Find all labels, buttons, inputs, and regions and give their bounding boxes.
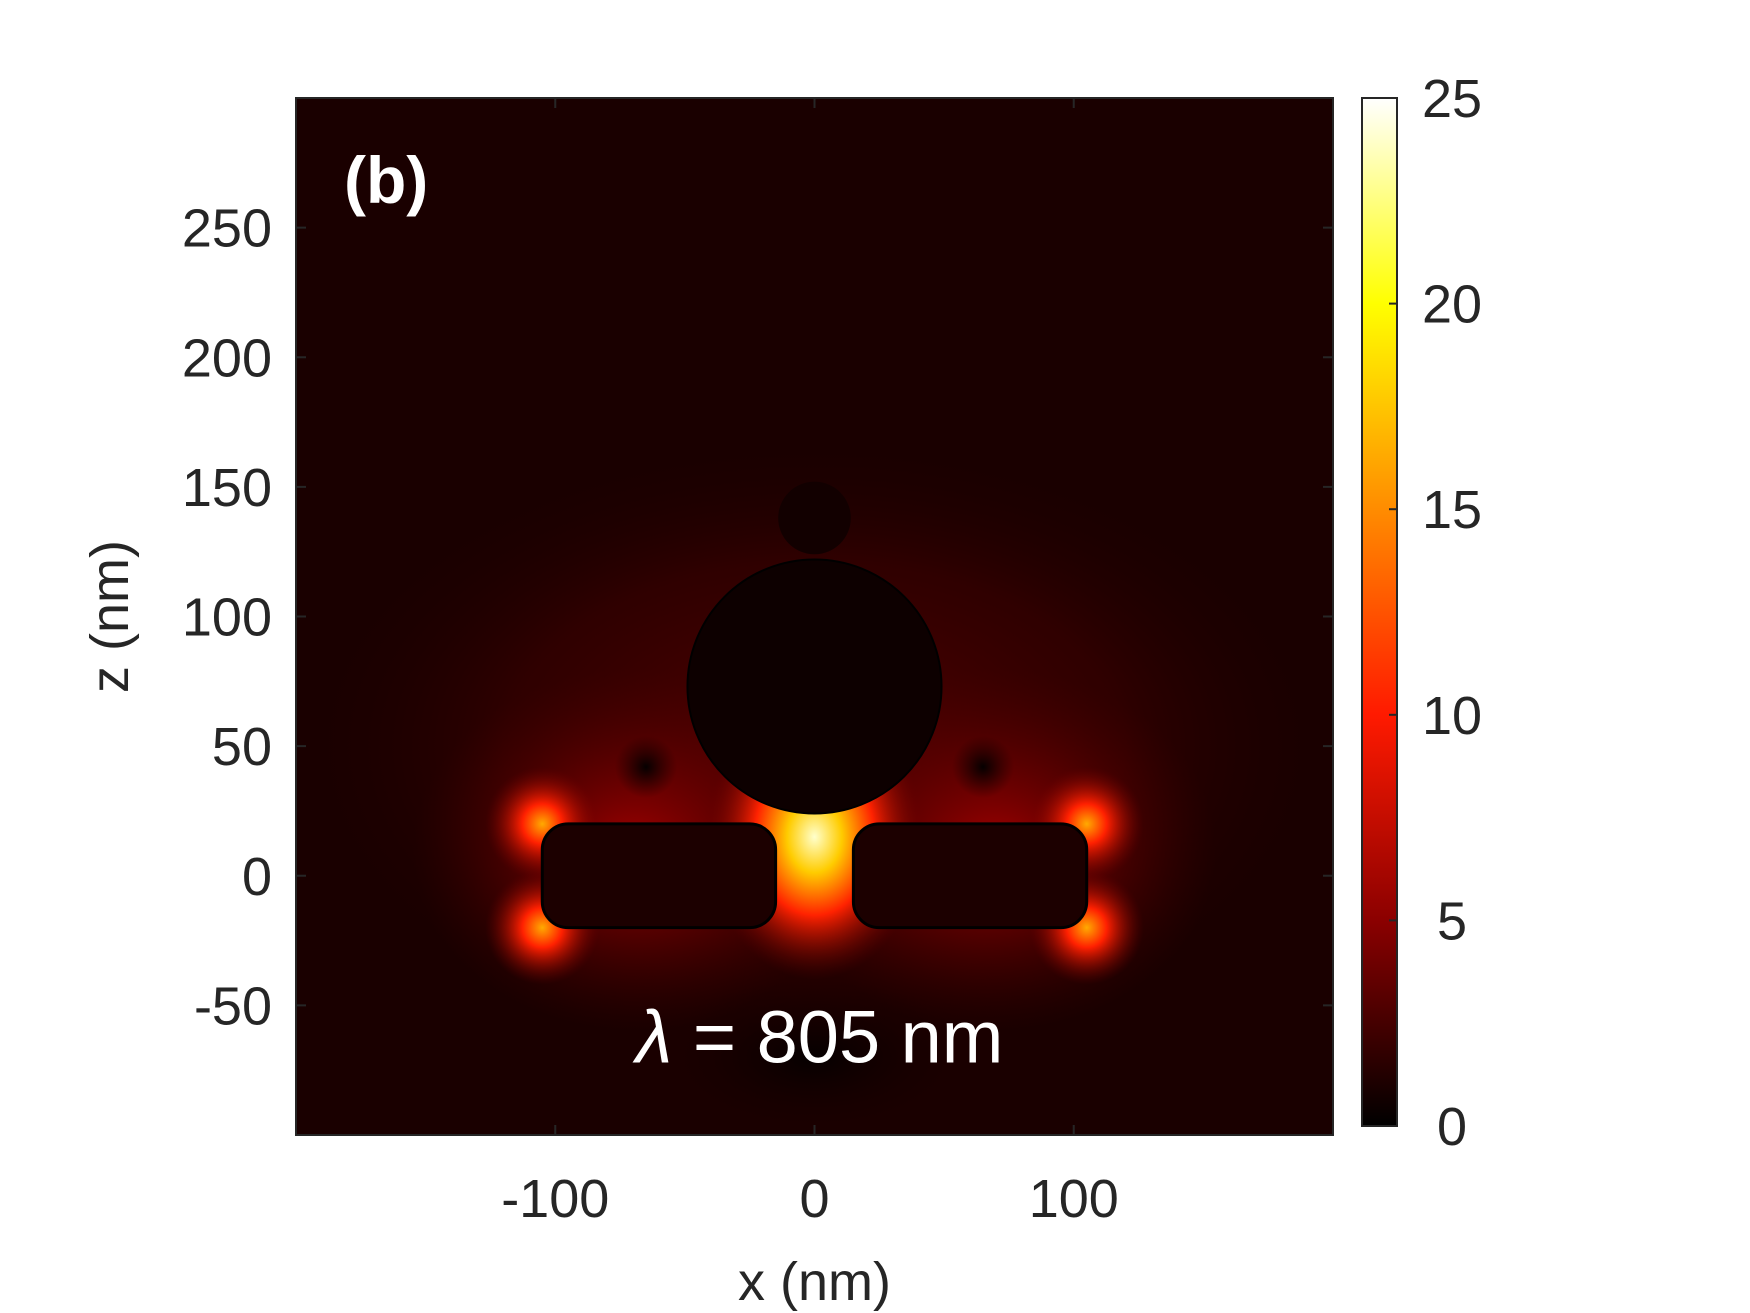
y-axis-ticks: -50 0 50 100 150 200 250 <box>182 199 272 1037</box>
wavelength-annotation: λ = 805 nm <box>632 995 1004 1078</box>
x-tick-label: -100 <box>501 1169 609 1229</box>
dark-node-right <box>951 735 1015 798</box>
y-tick-label: 250 <box>182 199 272 259</box>
y-tick-label: 150 <box>182 458 272 518</box>
nanosphere <box>686 558 943 815</box>
tick-marks <box>296 98 1333 1135</box>
heatmap-plot-area <box>296 98 1333 1135</box>
y-tick-label: 0 <box>242 847 272 907</box>
colorbar-tick-label: 15 <box>1422 480 1482 540</box>
colorbar-gradient <box>1361 97 1398 1127</box>
nanostructures <box>540 481 1089 930</box>
y-tick-label: 200 <box>182 328 272 388</box>
colorbar-tick-label: 0 <box>1437 1097 1467 1157</box>
lambda-symbol: λ <box>632 995 672 1078</box>
colorbar-tick-label: 25 <box>1422 69 1482 129</box>
sphere-top-node <box>778 481 851 555</box>
x-axis-label: x (nm) <box>738 1252 891 1312</box>
x-axis-ticks: -100 0 100 <box>501 1169 1119 1229</box>
dark-node-left <box>614 735 678 798</box>
wavelength-value: = 805 nm <box>672 995 1003 1078</box>
nanorod <box>540 822 778 930</box>
nanorod <box>851 822 1089 930</box>
y-axis-label: z (nm) <box>80 540 140 693</box>
panel-label: (b) <box>344 143 428 217</box>
colorbar-ticks: 0 5 10 15 20 25 <box>1389 69 1482 1157</box>
x-tick-label: 0 <box>799 1169 829 1229</box>
dark-region-bottom <box>658 979 971 1135</box>
y-tick-label: 100 <box>182 588 272 648</box>
y-tick-label: -50 <box>194 976 272 1036</box>
colorbar: 0 5 10 15 20 25 <box>1361 69 1482 1157</box>
colorbar-tick-label: 20 <box>1422 275 1482 335</box>
x-tick-label: 100 <box>1029 1169 1119 1229</box>
y-tick-label: 50 <box>212 717 272 777</box>
colorbar-tick-label: 10 <box>1422 686 1482 746</box>
colorbar-tick-label: 5 <box>1437 891 1467 951</box>
